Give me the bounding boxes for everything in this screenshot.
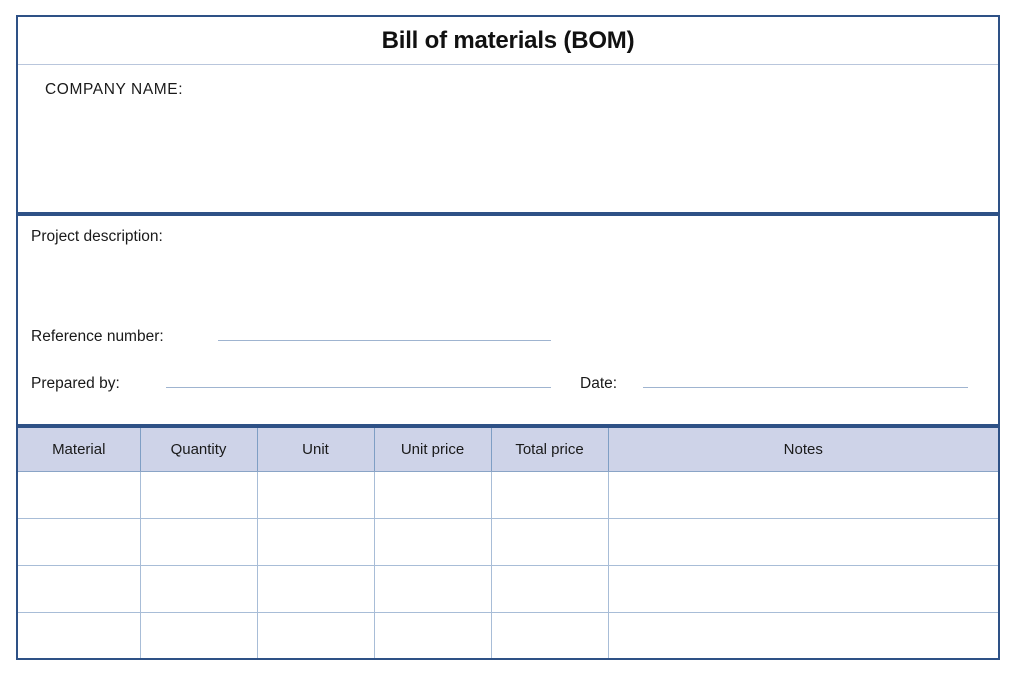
table-body: [16, 470, 1000, 660]
bom-form-sheet: Bill of materials (BOM) COMPANY NAME: Pr…: [16, 15, 1000, 660]
cell-material[interactable]: [16, 564, 141, 613]
prepared-by-row: Prepared by:: [31, 373, 551, 393]
cell-unit[interactable]: [256, 564, 375, 613]
cell-total-price[interactable]: [490, 611, 609, 660]
cell-quantity[interactable]: [139, 517, 258, 566]
cell-quantity[interactable]: [139, 564, 258, 613]
table-row: [16, 470, 1000, 519]
table-row: [16, 517, 1000, 566]
cell-material[interactable]: [16, 611, 141, 660]
title-bar: Bill of materials (BOM): [18, 17, 998, 65]
prepared-by-label: Prepared by:: [31, 375, 120, 392]
cell-material[interactable]: [16, 470, 141, 519]
reference-number-row: Reference number:: [31, 326, 551, 346]
table-row: [16, 564, 1000, 613]
project-description-block[interactable]: Project description: Reference number: P…: [16, 214, 1000, 426]
column-header-unit[interactable]: Unit: [256, 426, 375, 472]
cell-unit[interactable]: [256, 611, 375, 660]
table-row: [16, 611, 1000, 660]
cell-unit[interactable]: [256, 517, 375, 566]
cell-quantity[interactable]: [139, 611, 258, 660]
cell-notes[interactable]: [607, 470, 1000, 519]
reference-number-input[interactable]: [218, 326, 551, 341]
table-header: Material Quantity Unit Unit price Total …: [16, 426, 1000, 472]
cell-unit-price[interactable]: [373, 611, 492, 660]
column-header-quantity[interactable]: Quantity: [139, 426, 258, 472]
date-row: Date:: [580, 373, 968, 393]
cell-total-price[interactable]: [490, 564, 609, 613]
cell-notes[interactable]: [607, 517, 1000, 566]
column-header-material[interactable]: Material: [16, 426, 141, 472]
header-block: Bill of materials (BOM) COMPANY NAME:: [16, 15, 1000, 214]
column-header-total-price[interactable]: Total price: [490, 426, 609, 472]
column-header-unit-price[interactable]: Unit price: [373, 426, 492, 472]
company-name-label: COMPANY NAME:: [45, 81, 184, 98]
bill-of-materials-table: Material Quantity Unit Unit price Total …: [16, 426, 1000, 660]
date-label: Date:: [580, 375, 618, 392]
cell-unit-price[interactable]: [373, 470, 492, 519]
cell-total-price[interactable]: [490, 470, 609, 519]
date-input[interactable]: [643, 373, 968, 388]
prepared-by-input[interactable]: [166, 373, 551, 388]
cell-unit-price[interactable]: [373, 517, 492, 566]
cell-unit[interactable]: [256, 470, 375, 519]
cell-unit-price[interactable]: [373, 564, 492, 613]
cell-notes[interactable]: [607, 611, 1000, 660]
column-header-notes[interactable]: Notes: [607, 426, 1000, 472]
project-description-label: Project description:: [31, 228, 163, 245]
cell-total-price[interactable]: [490, 517, 609, 566]
cell-material[interactable]: [16, 517, 141, 566]
page-title: Bill of materials (BOM): [381, 26, 635, 54]
cell-notes[interactable]: [607, 564, 1000, 613]
company-name-field[interactable]: COMPANY NAME:: [18, 65, 998, 212]
cell-quantity[interactable]: [139, 470, 258, 519]
table-header-row: Material Quantity Unit Unit price Total …: [16, 426, 1000, 472]
reference-number-label: Reference number:: [31, 328, 164, 345]
